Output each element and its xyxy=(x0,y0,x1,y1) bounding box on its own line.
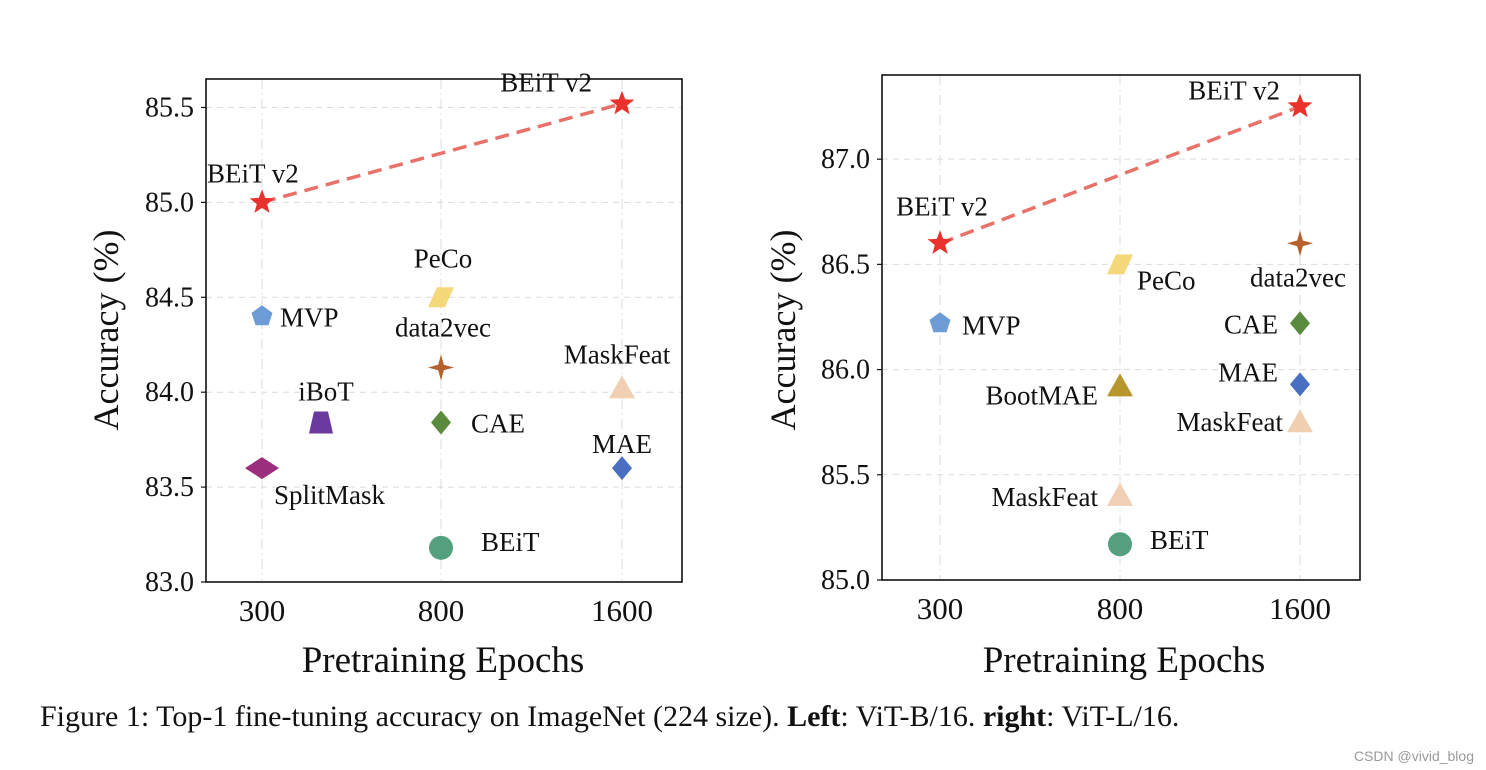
left-point-beit-800-label: BEiT xyxy=(481,527,540,557)
right-point-maskfeat-1600 xyxy=(1287,409,1313,433)
right-point-cae-1600-label: CAE xyxy=(1224,309,1278,339)
right-point-maskfeat-800 xyxy=(1107,482,1133,506)
right-point-data2vec-1600-label: data2vec xyxy=(1250,262,1346,292)
left-point-mvp-300 xyxy=(251,305,273,326)
right-chart: 85.0 85.5 86.0 86.5 87.0 300 800 1600Pretrainin… xyxy=(763,74,1361,681)
left-point-mae-1600-label: MAE xyxy=(592,429,652,459)
watermark: CSDN @vivid_blog xyxy=(1353,748,1474,764)
right-xtick-label-0: 300 xyxy=(917,591,964,626)
right-plot-frame xyxy=(881,74,1361,581)
right-point-maskfeat-1600-label: MaskFeat xyxy=(1177,407,1284,437)
left-ytick-label-2: 84.0 xyxy=(145,377,194,408)
left-x-axis-label: Pretraining Epochs xyxy=(302,640,585,681)
left-plot-frame xyxy=(205,78,683,583)
caption-left-rest: : ViT-B/16. xyxy=(840,700,983,733)
left-chart: 83.0 83.5 84.0 84.5 85.0 85.5 300 800 1600Pretra… xyxy=(86,68,683,681)
left-point-mae-1600 xyxy=(612,456,632,481)
left-point-splitmask-300-label: SplitMask xyxy=(274,480,386,510)
right-point-cae-1600 xyxy=(1290,311,1310,336)
left-trend-line xyxy=(261,101,623,205)
left-point-beit-v2-300-label: BEiT v2 xyxy=(207,158,299,188)
right-xtick-label-2: 1600 xyxy=(1269,591,1331,626)
right-point-mvp-300-label: MVP xyxy=(962,310,1021,340)
right-point-maskfeat-800-label: MaskFeat xyxy=(992,482,1099,512)
left-ytick-label-5: 85.5 xyxy=(145,92,194,123)
left-xtick-label-1: 800 xyxy=(418,593,465,628)
caption-prefix: Figure 1: Top-1 fine-tuning accuracy on … xyxy=(40,700,788,733)
right-point-peco-800 xyxy=(1107,254,1133,275)
right-point-mae-1600-label: MAE xyxy=(1218,357,1278,387)
right-point-bootmae-800-label: BootMAE xyxy=(985,380,1098,410)
right-point-mae-1600 xyxy=(1290,372,1310,397)
left-point-peco-800 xyxy=(428,287,454,308)
left-point-cae-800 xyxy=(431,410,451,435)
left-point-maskfeat-1600-label: MaskFeat xyxy=(564,339,671,369)
caption-left-bold: Left xyxy=(787,700,841,733)
left-point-cae-800-label: CAE xyxy=(471,409,525,439)
right-point-beit-v2-1600 xyxy=(1287,93,1313,118)
left-y-axis-label: Accuracy (%) xyxy=(86,230,126,431)
right-point-peco-800-label: PeCo xyxy=(1137,265,1196,295)
left-point-beit-v2-1600-label: BEiT v2 xyxy=(500,68,592,98)
left-point-ibot-400 xyxy=(309,411,333,434)
right-ytick-label-4: 87.0 xyxy=(821,144,870,175)
right-point-beit-v2-1600-label: BEiT v2 xyxy=(1188,76,1280,106)
right-point-bootmae-800 xyxy=(1107,373,1133,397)
left-point-data2vec-800-label: data2vec xyxy=(395,313,491,343)
right-ytick-label-0: 85.0 xyxy=(821,565,870,596)
left-point-beit-800 xyxy=(429,535,453,560)
left-point-data2vec-800 xyxy=(428,354,454,381)
right-ytick-label-1: 85.5 xyxy=(821,460,870,491)
left-point-splitmask-300 xyxy=(245,457,279,480)
right-ytick-label-3: 86.5 xyxy=(821,249,870,280)
right-point-data2vec-1600 xyxy=(1287,230,1313,257)
caption-right-bold: right xyxy=(982,700,1047,733)
left-point-ibot-400-label: iBoT xyxy=(298,377,354,407)
left-ytick-label-3: 84.5 xyxy=(145,282,194,313)
left-point-beit-v2-300 xyxy=(249,189,275,213)
figure-caption: Figure 1: Top-1 fine-tuning accuracy on … xyxy=(40,700,1179,734)
left-point-beit-v2-1600 xyxy=(609,90,635,115)
right-point-beit-v2-300 xyxy=(927,230,953,254)
left-point-maskfeat-1600 xyxy=(609,375,635,399)
left-ytick-label-1: 83.5 xyxy=(145,472,194,503)
right-ytick-label-2: 86.0 xyxy=(821,355,870,386)
right-point-mvp-300 xyxy=(929,312,951,333)
left-point-peco-800-label: PeCo xyxy=(414,243,473,273)
right-xtick-label-1: 800 xyxy=(1097,591,1144,626)
left-ytick-label-4: 85.0 xyxy=(145,187,194,218)
right-y-axis-label: Accuracy (%) xyxy=(763,230,803,431)
left-ytick-label-0: 83.0 xyxy=(145,567,194,598)
right-x-axis-label: Pretraining Epochs xyxy=(983,640,1266,681)
left-xtick-label-0: 300 xyxy=(239,593,286,628)
right-point-beit-v2-300-label: BEiT v2 xyxy=(896,191,988,221)
left-xtick-label-2: 1600 xyxy=(591,593,653,628)
right-point-beit-800 xyxy=(1108,532,1132,557)
right-trend-line xyxy=(939,104,1301,245)
right-point-beit-800-label: BEiT xyxy=(1150,525,1209,555)
left-point-mvp-300-label: MVP xyxy=(280,302,339,332)
caption-right-rest: : ViT-L/16. xyxy=(1046,700,1180,733)
